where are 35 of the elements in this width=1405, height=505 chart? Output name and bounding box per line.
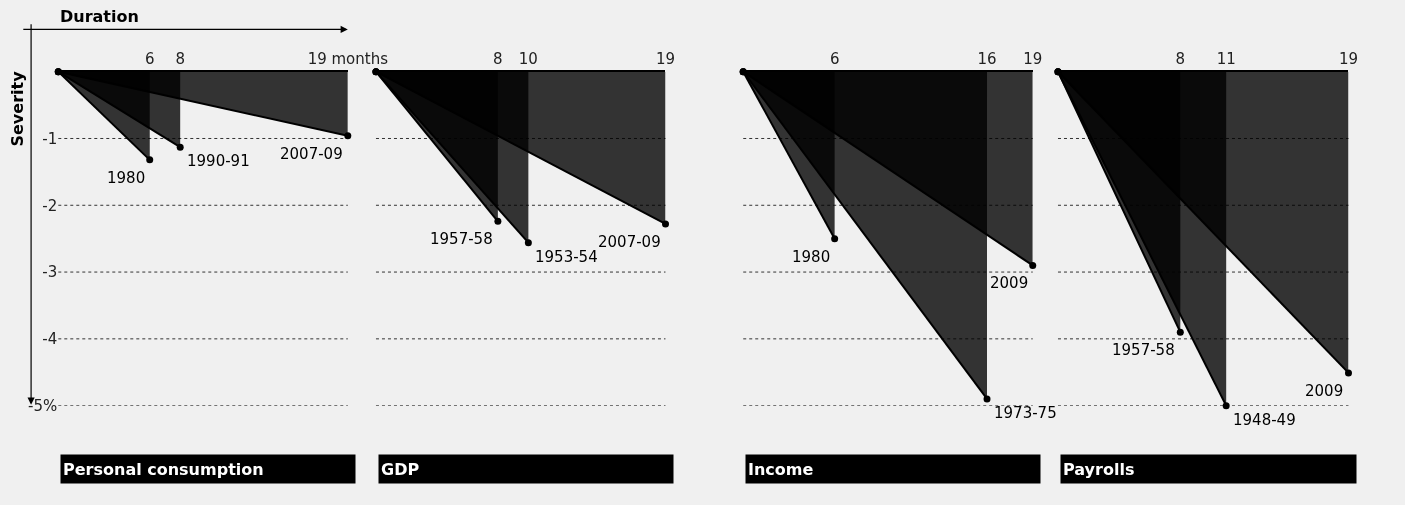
x-axis-title: Duration [60, 7, 139, 26]
x-tick-label: 6 [144, 49, 155, 68]
series-label: 1973-75 [994, 404, 1057, 422]
x-tick-label: 19 [1023, 49, 1043, 68]
y-tick-label: -4 [42, 330, 58, 349]
y-tick-label: -2 [42, 196, 58, 215]
y-axis-title: Severity [8, 70, 28, 147]
x-tick-label: 19 months [307, 49, 389, 68]
series-label: 2007-09 [598, 233, 661, 251]
y-tick-label: -1 [42, 129, 58, 148]
series-label: 1980 [792, 248, 831, 266]
series-label: 1948-49 [1233, 411, 1296, 429]
series-label: 1990-91 [187, 152, 250, 170]
series-label: 2007-09 [280, 145, 343, 163]
x-tick-label: 19 [1338, 49, 1359, 68]
y-tick-label: -5% [28, 396, 58, 415]
series-label: 2009 [990, 274, 1029, 292]
x-tick-label: 10 [518, 49, 538, 68]
x-tick-label: 8 [1175, 49, 1186, 68]
text: Income [748, 459, 814, 479]
text: Payrolls [1063, 459, 1135, 479]
series-label: 1953-54 [535, 248, 598, 266]
x-tick-label: 8 [493, 49, 503, 68]
x-tick-label: 8 [175, 49, 185, 68]
x-tick-label: 19 [655, 49, 676, 68]
x-tick-label: 11 [1216, 49, 1236, 68]
text: Personal consumption [63, 459, 264, 479]
x-tick-label: 16 [977, 49, 997, 68]
series-label: 1957-58 [1112, 341, 1175, 359]
series-label: 2009 [1305, 382, 1344, 400]
series-label: 1980 [107, 169, 146, 187]
series-label: 1957-58 [430, 230, 493, 248]
text: GDP [381, 459, 420, 479]
x-tick-label: 6 [829, 49, 840, 68]
y-tick-label: -3 [42, 263, 58, 282]
